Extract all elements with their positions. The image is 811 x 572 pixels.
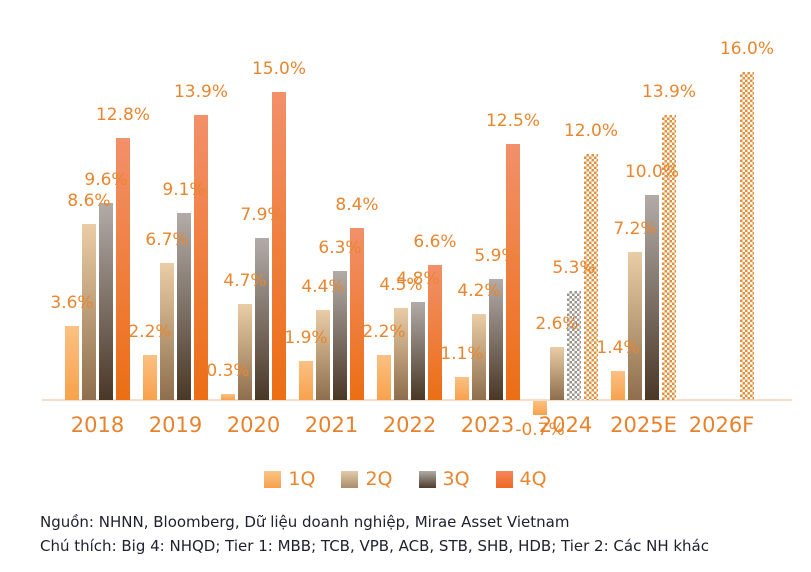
bar-2026F-4Q [740, 72, 754, 400]
bar-value-label-2020-2Q: 4.7% [223, 271, 267, 291]
bar-2021-3Q [333, 271, 347, 400]
legend: 1Q 2Q 3Q 4Q [0, 468, 811, 490]
bar-value-label-2019-4Q: 13.9% [173, 82, 228, 102]
legend-swatch-1q-icon [264, 470, 282, 488]
bar-value-label-2022-4Q: 6.6% [413, 232, 457, 252]
bar-2020-3Q [255, 238, 269, 400]
bar-2025E-3Q [645, 195, 659, 400]
bar-2020-1Q [221, 394, 235, 400]
bar-2025E-1Q [611, 371, 625, 400]
bar-2018-3Q [99, 203, 113, 400]
bar-value-label-2025E-2Q: 7.2% [613, 219, 657, 239]
bar-value-label-2020-4Q: 15.0% [251, 59, 306, 79]
legend-item-2q: 2Q [341, 468, 393, 490]
bar-2019-1Q [143, 355, 157, 400]
bar-value-label-2024-3Q: 5.3% [552, 258, 596, 278]
bar-value-label-2020-1Q: 0.3% [206, 361, 250, 381]
bar-2019-3Q [177, 213, 191, 400]
bar-value-label-2022-3Q: 4.8% [396, 269, 440, 289]
bar-2018-2Q [82, 224, 96, 400]
legend-item-3q: 3Q [418, 468, 470, 490]
bar-2019-2Q [160, 263, 174, 400]
legend-label-4q: 4Q [519, 468, 547, 490]
bar-value-label-2026F-4Q: 16.0% [719, 39, 774, 59]
bar-2022-1Q [377, 355, 391, 400]
bar-value-label-2024-2Q: 2.6% [535, 314, 579, 334]
x-axis-label-2025E: 2025E [610, 413, 677, 437]
bar-2020-4Q [272, 92, 286, 400]
x-axis-label-2018: 2018 [70, 413, 125, 437]
bar-value-label-2019-3Q: 9.1% [162, 180, 206, 200]
bar-2025E-2Q [628, 252, 642, 400]
bar-value-label-2023-4Q: 12.5% [485, 111, 540, 131]
bar-value-label-2021-3Q: 6.3% [318, 238, 362, 258]
x-axis-label-2019: 2019 [148, 413, 203, 437]
footer-note-line: Chú thích: Big 4: NHQD; Tier 1: MBB; TCB… [40, 537, 709, 555]
bar-value-label-2023-2Q: 4.2% [457, 281, 501, 301]
legend-item-4q: 4Q [495, 468, 547, 490]
bar-value-label-2022-1Q: 2.2% [362, 322, 406, 342]
bar-value-label-2019-2Q: 6.7% [145, 230, 189, 250]
bar-value-label-2021-1Q: 1.9% [284, 328, 328, 348]
footer: Nguồn: NHNN, Bloomberg, Dữ liệu doanh ng… [40, 510, 800, 558]
legend-item-1q: 1Q [264, 468, 315, 490]
bar-2019-4Q [194, 115, 208, 400]
plot-area: 3.6% 2.2% 0.3% 1.9% 2.2% 1.1% -0.7% 1.4% 8.6% 6.7… [42, 39, 792, 440]
bar-2022-2Q [394, 308, 408, 400]
bar-2023-1Q [455, 377, 469, 400]
bar-2021-1Q [299, 361, 313, 400]
bar-2024-3Q [567, 291, 581, 400]
bar-2024-1Q [533, 401, 547, 415]
x-axis-label-2026F: 2026F [688, 413, 755, 437]
legend-label-2q: 2Q [365, 468, 393, 490]
legend-swatch-3q-icon [418, 470, 436, 488]
bar-2022-4Q [428, 265, 442, 400]
bar-value-label-2021-2Q: 4.4% [301, 277, 345, 297]
legend-swatch-4q-icon [495, 470, 513, 488]
bar-value-label-2018-2Q: 8.6% [67, 191, 111, 211]
bar-2021-4Q [350, 228, 364, 400]
x-axis-label-2023: 2023 [460, 413, 515, 437]
legend-label-3q: 3Q [442, 468, 470, 490]
bar-2018-4Q [116, 138, 130, 400]
bar-2024-4Q [584, 154, 598, 400]
bar-value-label-2025E-4Q: 13.9% [641, 82, 696, 102]
x-axis-label-2024: 2024 [538, 413, 593, 437]
bar-2023-3Q [489, 279, 503, 400]
bar-value-label-2023-1Q: 1.1% [440, 344, 484, 364]
bar-value-label-2019-1Q: 2.2% [128, 322, 172, 342]
bar-2024-2Q [550, 347, 564, 400]
bar-2025E-4Q [662, 115, 676, 400]
legend-swatch-2q-icon [341, 470, 359, 488]
bar-value-label-2025E-3Q: 10.0% [624, 162, 679, 182]
bar-value-label-2023-3Q: 5.9% [474, 246, 518, 266]
bar-2022-3Q [411, 302, 425, 400]
bar-value-label-2022-2Q: 4.5% [379, 275, 423, 295]
bar-value-label-2021-4Q: 8.4% [335, 195, 379, 215]
x-axis-line [42, 399, 792, 401]
bar-value-label-2024-1Q: -0.7% [515, 420, 565, 440]
x-axis-label-2021: 2021 [304, 413, 359, 437]
bar-value-label-2018-4Q: 12.8% [95, 105, 150, 125]
x-axis-label-2022: 2022 [382, 413, 437, 437]
bar-2023-4Q [506, 144, 520, 400]
bar-2021-2Q [316, 310, 330, 400]
x-axis-label-2020: 2020 [226, 413, 281, 437]
bar-value-label-2024-4Q: 12.0% [563, 121, 618, 141]
legend-label-1q: 1Q [288, 468, 316, 490]
bar-2020-2Q [238, 304, 252, 400]
bar-2018-1Q [65, 326, 79, 400]
bar-2023-2Q [472, 314, 486, 400]
bar-value-label-2020-3Q: 7.9% [240, 205, 284, 225]
bar-value-label-2025E-1Q: 1.4% [596, 338, 640, 358]
bar-value-label-2018-3Q: 9.6% [84, 170, 128, 190]
footer-source-line: Nguồn: NHNN, Bloomberg, Dữ liệu doanh ng… [40, 513, 570, 531]
bar-value-label-2018-1Q: 3.6% [50, 293, 94, 313]
